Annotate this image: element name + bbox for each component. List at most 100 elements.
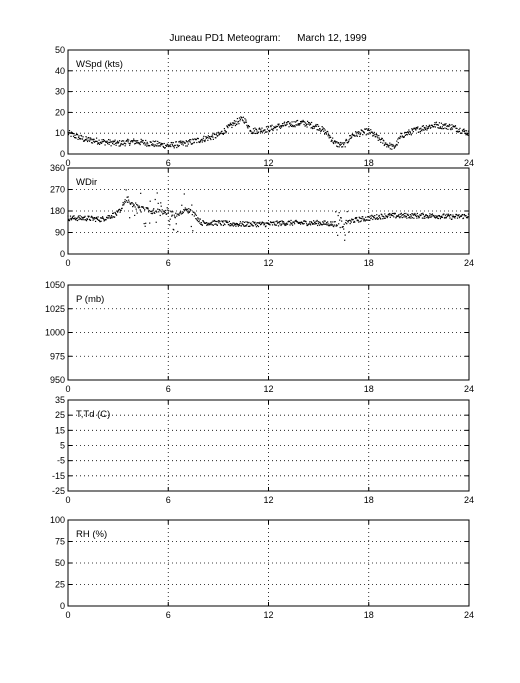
- data-point: [226, 125, 228, 127]
- data-point: [435, 215, 437, 217]
- data-point: [282, 125, 285, 127]
- data-point: [354, 135, 356, 137]
- data-point: [282, 221, 285, 223]
- data-point: [356, 135, 358, 137]
- data-point: [457, 131, 460, 133]
- panel-2-points: [67, 189, 470, 241]
- data-point: [189, 138, 191, 141]
- data-point: [314, 222, 316, 224]
- data-point: [169, 224, 171, 226]
- data-point: [273, 221, 275, 223]
- y-tick-label: 75: [55, 537, 65, 547]
- data-point: [389, 148, 391, 150]
- data-point: [293, 221, 295, 224]
- data-point: [357, 219, 359, 222]
- data-point: [251, 132, 254, 135]
- y-tick-label: 950: [50, 375, 65, 385]
- data-point: [144, 144, 146, 146]
- data-point: [272, 128, 275, 130]
- data-point: [340, 143, 342, 145]
- data-point: [115, 212, 117, 215]
- data-point: [351, 218, 353, 220]
- data-point: [95, 137, 98, 139]
- data-point: [436, 217, 439, 219]
- data-point: [285, 224, 287, 226]
- data-point: [125, 140, 127, 142]
- data-point: [204, 139, 206, 141]
- data-point: [153, 144, 155, 146]
- data-point: [444, 216, 446, 219]
- data-point: [232, 225, 235, 227]
- data-point: [185, 140, 187, 142]
- data-point: [342, 146, 344, 148]
- data-point: [152, 140, 154, 142]
- data-point: [372, 134, 374, 137]
- data-point: [372, 215, 374, 217]
- data-point: [205, 221, 207, 224]
- data-point: [401, 214, 403, 216]
- data-point: [167, 212, 169, 214]
- data-point: [91, 216, 93, 218]
- data-point: [93, 141, 96, 143]
- data-point: [270, 126, 272, 128]
- data-point: [159, 145, 161, 147]
- data-point: [139, 209, 141, 211]
- data-point: [283, 121, 286, 123]
- data-point: [136, 141, 138, 143]
- data-point: [358, 216, 360, 218]
- data-point: [383, 216, 385, 218]
- data-point: [199, 218, 201, 220]
- data-point: [233, 123, 235, 125]
- data-point: [78, 217, 81, 219]
- data-point: [145, 222, 147, 224]
- data-point: [163, 210, 165, 213]
- data-point: [143, 207, 145, 209]
- data-point: [339, 144, 341, 146]
- data-point: [345, 222, 347, 224]
- data-point: [139, 142, 141, 144]
- data-point: [173, 147, 175, 149]
- data-point: [73, 218, 76, 220]
- data-point: [386, 146, 388, 148]
- data-point: [134, 206, 136, 208]
- data-point: [127, 201, 129, 203]
- data-point: [134, 140, 136, 142]
- data-point: [309, 124, 311, 126]
- data-point: [236, 117, 239, 120]
- data-point: [426, 216, 428, 219]
- data-point: [107, 215, 109, 217]
- data-point: [136, 204, 138, 206]
- data-point: [446, 125, 448, 128]
- data-point: [266, 131, 268, 133]
- data-point: [146, 207, 148, 210]
- data-point: [409, 130, 411, 133]
- data-point: [442, 214, 444, 216]
- data-point: [157, 202, 159, 204]
- data-point: [154, 144, 156, 146]
- data-point: [399, 135, 401, 137]
- data-point: [350, 137, 352, 139]
- data-point: [271, 221, 273, 224]
- data-point: [349, 135, 351, 137]
- data-point: [427, 126, 429, 128]
- data-point: [390, 213, 392, 216]
- data-point: [459, 127, 461, 129]
- data-point: [378, 137, 380, 139]
- data-point: [154, 198, 156, 201]
- data-point: [196, 219, 198, 222]
- data-point: [462, 130, 464, 132]
- data-point: [198, 220, 200, 222]
- data-point: [281, 221, 284, 223]
- data-point: [317, 123, 319, 126]
- data-point: [420, 129, 422, 131]
- data-point: [151, 210, 153, 212]
- data-point: [317, 129, 319, 131]
- data-point: [237, 225, 240, 227]
- data-point: [467, 130, 470, 132]
- data-point: [203, 221, 205, 223]
- data-point: [67, 218, 70, 220]
- data-point: [393, 145, 395, 147]
- x-tick-label: 6: [166, 158, 171, 168]
- data-point: [433, 125, 435, 128]
- data-point: [201, 224, 203, 226]
